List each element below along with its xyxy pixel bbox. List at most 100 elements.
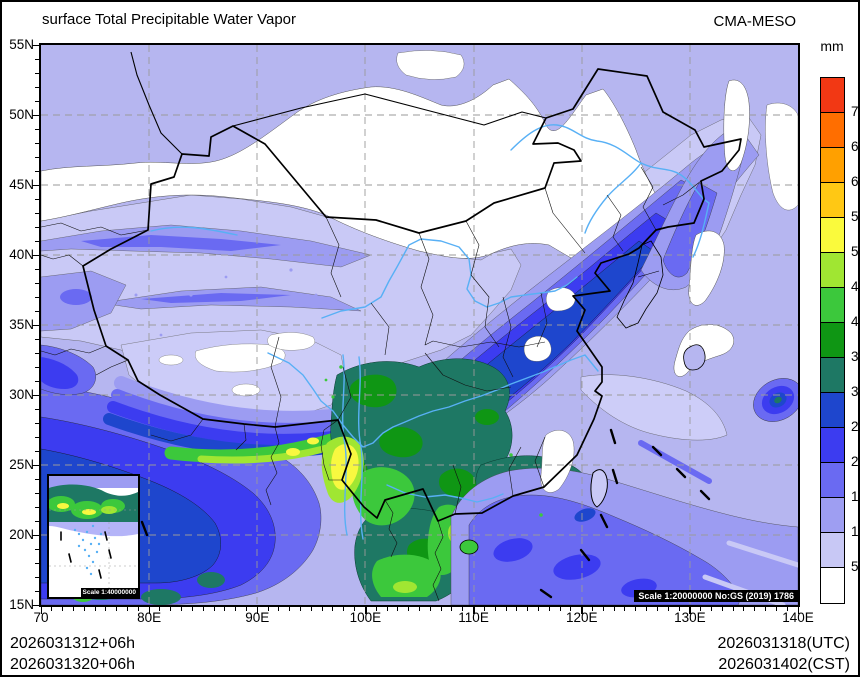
colorbar-segment (821, 323, 844, 358)
lon-tick (83, 607, 85, 611)
colorbar-segment (821, 253, 844, 288)
lat-label: 55N (9, 37, 34, 52)
colorbar-tick-label: 30 (851, 384, 859, 399)
lon-tick (364, 607, 367, 614)
lon-tick (310, 607, 312, 611)
lat-tick (35, 506, 39, 508)
lon-tick (710, 607, 712, 611)
lon-tick (700, 607, 702, 611)
colorbar-segment (821, 568, 844, 603)
lon-tick (613, 607, 615, 611)
init-time-utc: 2026031312+06h (10, 635, 136, 652)
colorbar-tick-label: 65 (851, 139, 859, 154)
lat-tick (35, 562, 39, 564)
south-china-sea-inset: Scale 1:40000000 (47, 474, 140, 599)
lon-tick (754, 607, 756, 611)
lon-tick (570, 607, 572, 611)
colorbar-segment (821, 463, 844, 498)
colorbar-tick-label: 20 (851, 454, 859, 469)
colorbar-tick-label: 50 (851, 244, 859, 259)
lon-tick (786, 607, 788, 611)
lon-tick (537, 607, 539, 611)
colorbar-segment (821, 113, 844, 148)
colorbar-segment (821, 218, 844, 253)
lon-tick (689, 607, 691, 614)
lon-label: 80E (137, 610, 162, 625)
lat-tick (35, 268, 39, 270)
colorbar-tick-label: 45 (851, 279, 859, 294)
lon-tick (72, 607, 74, 611)
colorbar-segment (821, 148, 844, 183)
lon-tick (170, 607, 172, 611)
lat-tick (35, 240, 39, 242)
lon-tick (245, 607, 247, 611)
colorbar-unit: mm (820, 38, 844, 54)
lat-label: 40N (9, 247, 34, 262)
lon-tick (440, 607, 442, 611)
map-scale-note: Scale 1:20000000 No:GS (2019) 1786 (634, 590, 798, 602)
colorbar-segment (821, 288, 844, 323)
lon-tick (343, 607, 345, 611)
colorbar-tick-label: 10 (851, 524, 859, 539)
lat-tick (35, 436, 39, 438)
lat-tick (35, 282, 39, 284)
map-canvas (41, 45, 798, 605)
lon-tick (235, 607, 237, 611)
colorbar-tick-label: 60 (851, 174, 859, 189)
lat-label: 45N (9, 177, 34, 192)
lon-tick (289, 607, 291, 611)
init-time-cst: 2026031320+06h (10, 656, 136, 673)
lon-tick (191, 607, 193, 611)
lon-tick (116, 607, 118, 611)
page-title: surface Total Precipitable Water Vapor (42, 11, 297, 28)
lat-tick (35, 492, 39, 494)
lon-tick (300, 607, 302, 611)
lat-tick (35, 478, 39, 480)
lat-tick (32, 324, 39, 327)
inset-scale-note: Scale 1:40000000 (80, 588, 138, 597)
lon-tick (137, 607, 139, 611)
lon-tick (375, 607, 377, 611)
colorbar-segment (821, 78, 844, 113)
lon-tick (429, 607, 431, 611)
lat-tick (35, 58, 39, 60)
lon-tick (505, 607, 507, 611)
lon-tick (775, 607, 777, 611)
lon-tick (148, 607, 151, 614)
lon-tick (202, 607, 204, 611)
valid-time-cst: 2026031402(CST) (718, 656, 850, 673)
colorbar-segment (821, 498, 844, 533)
lon-tick (62, 607, 64, 611)
lon-tick (127, 607, 128, 611)
lon-tick (667, 607, 669, 611)
colorbar-segment (821, 428, 844, 463)
lat-tick (35, 352, 39, 354)
lon-tick (797, 607, 800, 614)
lat-tick (35, 100, 39, 102)
lon-tick (721, 607, 723, 611)
lat-tick (35, 576, 39, 578)
lon-tick (332, 607, 334, 611)
lon-label: 110E (458, 610, 489, 625)
lon-label: 130E (674, 610, 706, 625)
lat-tick (32, 534, 39, 537)
lat-tick (32, 44, 39, 47)
lat-tick (35, 142, 39, 144)
lon-label: 70 (33, 610, 49, 625)
lon-tick (516, 607, 518, 611)
lon-tick (581, 607, 583, 614)
lat-tick (35, 128, 39, 130)
lon-tick (743, 607, 745, 611)
lon-tick (267, 607, 269, 611)
lat-label: 50N (9, 107, 34, 122)
lon-label: 100E (349, 610, 382, 625)
colorbar-tick-label: 5 (851, 559, 859, 574)
lat-label: 35N (9, 317, 34, 332)
lon-tick (419, 607, 420, 611)
lat-tick (35, 72, 39, 74)
lat-tick (35, 198, 39, 200)
lon-tick (451, 607, 453, 611)
lat-tick (32, 114, 39, 117)
colorbar-tick-label: 70 (851, 104, 859, 119)
lon-tick (473, 607, 475, 614)
